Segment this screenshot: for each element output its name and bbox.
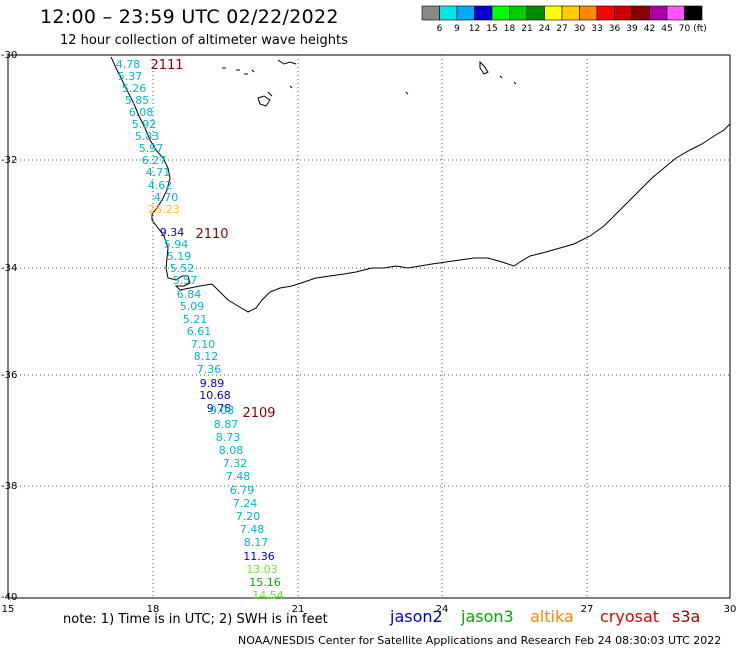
satellite-name: cryosat	[600, 607, 660, 626]
legend-label: 12	[469, 24, 480, 34]
legend-label: 24	[539, 24, 551, 34]
wave-height-value: 9.78	[207, 402, 232, 415]
legend-label: 45	[661, 24, 672, 34]
coastline	[110, 56, 731, 313]
wave-height-value: 13.03	[246, 563, 278, 576]
legend-label: 33	[591, 24, 602, 34]
satellite-name: altika	[530, 607, 574, 626]
wave-height-value: 9.34	[160, 226, 185, 239]
wave-height-value: 5.21	[183, 313, 208, 326]
wave-height-value: 5.94	[164, 238, 189, 251]
satellite-name: s3a	[672, 607, 701, 626]
wave-height-value: 4.70	[154, 191, 179, 204]
wave-height-value: 6.08	[129, 106, 154, 119]
wave-height-value: 7.10	[191, 338, 216, 351]
latitude-tick: -34	[1, 263, 17, 274]
legend-label: 6	[437, 24, 443, 34]
wave-height-value: 8.87	[214, 418, 239, 431]
wave-height-value: 5.97	[139, 142, 164, 155]
wave-height-value: 8.73	[216, 431, 241, 444]
latitude-tick-labels: -30 -32 -34 -36 -38 -40	[1, 50, 17, 603]
legend-unit: (ft)	[693, 24, 707, 34]
legend-label: 18	[504, 24, 516, 34]
latitude-tick: -38	[1, 481, 17, 492]
legend-label: 21	[521, 24, 532, 34]
longitude-tick: 18	[147, 604, 160, 615]
color-legend: 6 9 12 15 18 21 24 27 30 33 36 39 42 45 70 (ft)	[421, 5, 707, 34]
map-subtitle: 12 hour collection of altimeter wave hei…	[60, 33, 348, 48]
wave-height-value: 8.17	[244, 536, 269, 549]
longitude-tick: 30	[724, 604, 737, 615]
legend-label: 39	[626, 24, 638, 34]
satellite-name: jason3	[461, 607, 514, 626]
wave-height-value: 8.12	[194, 350, 219, 363]
latitude-tick: -32	[1, 155, 17, 166]
wave-height-value: 5.92	[132, 118, 157, 131]
wave-height-value: 5.57	[173, 274, 198, 287]
longitude-tick: 24	[436, 604, 449, 615]
legend-label: 9	[454, 24, 460, 34]
wave-height-value: 5.09	[180, 300, 205, 313]
map-frame	[7, 54, 731, 599]
wave-height-value: 7.36	[197, 363, 222, 376]
wave-height-value: 7.48	[226, 470, 251, 483]
wave-height-value: 7.20	[236, 510, 261, 523]
wave-height-value: 6.79	[230, 484, 255, 497]
wave-height-value: 6.27	[142, 154, 167, 167]
wave-height-value: 5.26	[122, 82, 147, 95]
longitude-tick: 15	[2, 604, 15, 615]
legend-label: 15	[486, 24, 497, 34]
wave-height-value: 15.16	[249, 576, 281, 589]
wave-height-value: 4.71	[146, 166, 171, 179]
legend-label: 70	[679, 24, 691, 34]
wave-height-value: 9.89	[200, 377, 225, 390]
legend-label: 36	[609, 24, 621, 34]
wave-height-value: 5.19	[167, 250, 192, 263]
latitude-tick: -30	[1, 50, 17, 61]
credit-line: NOAA/NESDIS Center for Satellite Applica…	[238, 634, 722, 647]
wave-height-value: 4.78	[116, 58, 141, 71]
wave-height-value: 14.54	[252, 589, 284, 602]
longitude-tick: 27	[581, 604, 594, 615]
wave-height-labels: 4.785.375.265.856.085.925.835.976.274.71…	[116, 58, 284, 602]
wave-height-value: 4.62	[148, 179, 173, 192]
wave-height-value: 5.52	[170, 262, 195, 275]
wave-height-value: 7.32	[223, 457, 248, 470]
map-title: 12:00 – 23:59 UTC 02/22/2022	[40, 6, 339, 28]
wave-height-value: 8.08	[219, 444, 244, 457]
wave-height-value: 7.24	[233, 497, 258, 510]
wave-height-value: 6.61	[187, 325, 212, 338]
wave-height-value: 7.48	[240, 523, 265, 536]
pass-id-labels: 2111 2110 2109	[150, 58, 275, 421]
latitude-tick: -36	[1, 370, 17, 381]
legend-label: 42	[644, 24, 655, 34]
wave-height-value: 10.68	[199, 389, 231, 402]
pass-label: 2111	[150, 58, 183, 73]
wave-height-value: 6.84	[177, 288, 202, 301]
wave-height-value: 5.37	[118, 70, 143, 83]
pass-label: 2109	[242, 406, 275, 421]
longitude-tick: 21	[292, 604, 305, 615]
footer-note: note: 1) Time is in UTC; 2) SWH is in fe…	[63, 612, 328, 627]
pass-label: 2110	[195, 227, 228, 242]
latitude-tick: -40	[1, 592, 17, 603]
wave-height-value: 5.83	[135, 130, 160, 143]
longitude-tick-labels: 15 18 21 24 27 30	[2, 604, 737, 615]
wave-height-value: 25.23	[148, 203, 180, 216]
legend-label: 27	[556, 24, 567, 34]
wave-height-value: 11.36	[243, 550, 275, 563]
graticule	[8, 55, 730, 598]
legend-swatch	[684, 5, 703, 21]
legend-label: 30	[574, 24, 586, 34]
satellite-name: jason2	[390, 607, 443, 626]
wave-height-value: 9.08	[210, 404, 235, 417]
wave-height-value: 5.85	[125, 94, 150, 107]
